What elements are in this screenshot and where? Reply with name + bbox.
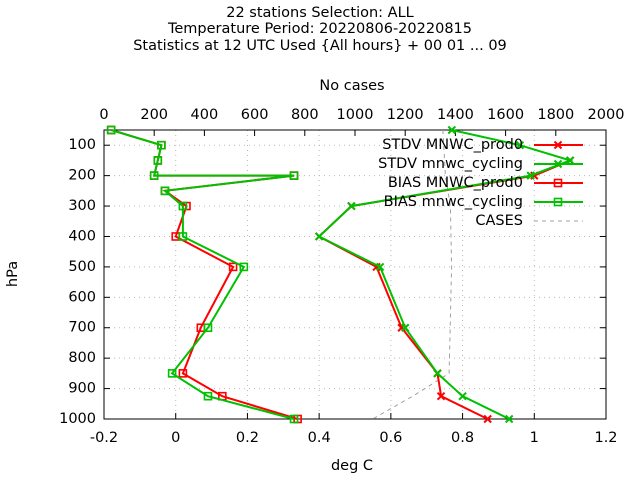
- data-point: [178, 369, 188, 378]
- legend-label: STDV mnwc_cycling: [378, 156, 523, 172]
- data-point: [157, 140, 166, 150]
- y-tick-label: 800: [68, 350, 96, 366]
- x2-axis-label: No cases: [319, 78, 384, 94]
- data-point: [228, 262, 238, 272]
- data-point: [160, 186, 170, 196]
- series-line: [110, 129, 298, 420]
- x2-tick-label: 0: [99, 107, 108, 123]
- y-tick-label: 500: [68, 259, 96, 275]
- series-layer: [106, 125, 575, 424]
- x2-tick-label: 1800: [537, 107, 574, 123]
- data-point: [314, 232, 324, 241]
- x-axis-label: deg C: [331, 458, 373, 474]
- data-point: [347, 201, 356, 211]
- x2-tick-label: 2000: [588, 107, 625, 123]
- data-point: [447, 125, 457, 135]
- y-tick-label: 1000: [59, 411, 96, 427]
- x-tick-label: 0.6: [379, 430, 402, 446]
- tick-marks: [103, 130, 607, 420]
- data-point: [483, 414, 492, 424]
- y-tick-label: 300: [68, 198, 96, 214]
- y-tick-label: 700: [68, 320, 96, 336]
- data-point: [239, 262, 249, 272]
- y-tick-label: 100: [68, 137, 96, 153]
- y-tick-label: 900: [68, 381, 96, 397]
- legend-marker: [553, 197, 563, 207]
- tick-labels: -0.2 0 0.2 0.4 0.6 0.8 1 1.2 100 200 300 400 500 600 7…: [59, 107, 624, 446]
- x-tick-label: -0.2: [90, 430, 118, 446]
- chart-title-line-2: Temperature Period: 20220806-20220815: [167, 21, 472, 37]
- data-point: [433, 369, 442, 378]
- legend-label: BIAS mnwc_cycling: [384, 194, 523, 210]
- legend-item: BIAS MNWC_prod0: [388, 175, 583, 191]
- x-tick-label: 0: [171, 430, 180, 446]
- legend-marker: [553, 140, 563, 150]
- x2-tick-label: 1600: [487, 107, 524, 123]
- grid: [104, 130, 606, 419]
- series-line: [372, 129, 453, 420]
- series-line: [110, 129, 295, 420]
- legend-item: STDV mnwc_cycling: [378, 156, 583, 172]
- data-point: [203, 391, 213, 401]
- legend-label: BIAS MNWC_prod0: [388, 175, 523, 191]
- x2-tick-label: 800: [291, 107, 319, 123]
- data-point: [526, 171, 535, 180]
- data-point: [106, 125, 116, 135]
- y-tick-label: 200: [68, 168, 96, 184]
- x2-tick-label: 600: [241, 107, 269, 123]
- legend-label: STDV MNWC_prod0: [382, 137, 523, 153]
- legend-item: BIAS mnwc_cycling: [384, 194, 583, 210]
- series-2: [106, 125, 302, 424]
- x2-tick-label: 200: [140, 107, 168, 123]
- y-axis-label: hPa: [5, 261, 21, 287]
- data-point: [375, 262, 385, 272]
- data-point: [436, 391, 446, 401]
- x-tick-label: 1.2: [594, 430, 617, 446]
- data-point: [458, 391, 467, 401]
- y-tick-label: 400: [68, 228, 96, 244]
- x-tick-label: 0.2: [236, 430, 259, 446]
- series-3: [106, 125, 299, 424]
- series-1: [314, 125, 575, 424]
- x2-tick-label: 1400: [437, 107, 474, 123]
- data-point: [289, 171, 299, 180]
- x2-tick-label: 400: [191, 107, 219, 123]
- legend-label: CASES: [475, 213, 523, 229]
- data-point: [400, 323, 410, 332]
- data-point: [565, 156, 575, 165]
- data-point: [149, 171, 159, 180]
- x-tick-label: 1: [530, 430, 539, 446]
- data-point: [167, 369, 177, 378]
- data-point: [515, 141, 525, 150]
- data-point: [178, 232, 188, 241]
- legend-item: STDV MNWC_prod0: [382, 137, 583, 153]
- chart-title-line-1: 22 stations Selection: ALL: [226, 5, 414, 21]
- data-point: [153, 156, 163, 165]
- data-point: [178, 201, 188, 211]
- series-4: [372, 129, 453, 420]
- x-tick-label: 0.4: [308, 430, 331, 446]
- chart-title-line-3: Statistics at 12 UTC Used {All hours} + …: [133, 38, 507, 54]
- legend-marker: [553, 178, 563, 188]
- data-point: [203, 323, 213, 333]
- x2-tick-label: 1200: [387, 107, 424, 123]
- data-point: [289, 414, 299, 424]
- legend-marker: [553, 159, 563, 169]
- x2-tick-label: 1000: [337, 107, 374, 123]
- legend-item: CASES: [475, 213, 583, 229]
- data-point: [504, 414, 514, 424]
- y-tick-label: 600: [68, 289, 96, 305]
- x-tick-label: 0.8: [451, 430, 474, 446]
- legend: STDV MNWC_prod0 STDV mnwc_cycling BIAS MNW…: [378, 137, 583, 229]
